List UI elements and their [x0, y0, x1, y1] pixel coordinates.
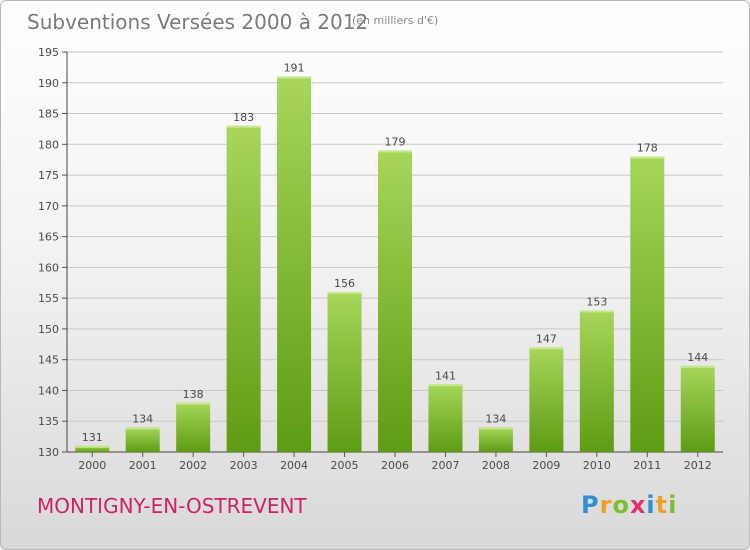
- labels: 131 134 138 183 191 156 179 141 134 147 153 178 144: [82, 62, 709, 444]
- x-tick-label: 2002: [179, 459, 207, 472]
- y-tick-label: 190: [38, 77, 59, 90]
- bar-highlight: [478, 427, 513, 430]
- data-label: 147: [536, 332, 557, 345]
- axes: 130 135 140 145 150 155 160 165 170 175 180 185 190 1…: [38, 46, 723, 472]
- logo-letter: o: [612, 491, 630, 519]
- y-tick-label: 160: [38, 261, 59, 274]
- bar-2005: [327, 292, 362, 452]
- bar-2007: [428, 384, 463, 452]
- bar-highlight: [226, 125, 261, 128]
- data-label: 179: [385, 135, 406, 148]
- bar-2004: [277, 76, 312, 452]
- x-tick-label: 2011: [633, 459, 661, 472]
- bar-highlight: [680, 365, 715, 368]
- bar-highlight: [75, 445, 110, 448]
- bar-highlight: [428, 384, 463, 387]
- y-tick-label: 170: [38, 200, 59, 213]
- y-tick-label: 165: [38, 231, 59, 244]
- data-label: 191: [284, 62, 305, 75]
- bar-2003: [226, 125, 261, 452]
- bar-highlight: [125, 427, 160, 430]
- bars: [75, 76, 715, 452]
- data-label: 138: [183, 388, 204, 401]
- data-label: 156: [334, 277, 355, 290]
- data-label: 141: [435, 369, 456, 382]
- data-label: 134: [132, 412, 153, 425]
- bar-2011: [630, 156, 665, 452]
- logo-letter: t: [655, 491, 669, 519]
- place-name: MONTIGNY-EN-OSTREVENT: [37, 494, 307, 518]
- data-label: 178: [637, 142, 658, 155]
- bar-2012: [680, 365, 715, 452]
- logo-letter: x: [629, 491, 647, 519]
- data-label: 134: [485, 412, 506, 425]
- y-tick-label: 195: [38, 46, 59, 59]
- bar-2008: [478, 427, 513, 452]
- x-tick-label: 2000: [78, 459, 106, 472]
- bar-2000: [75, 445, 110, 452]
- bar-2006: [378, 150, 412, 452]
- bar-highlight: [176, 402, 211, 405]
- data-label: 131: [82, 431, 103, 444]
- x-tick-label: 2006: [381, 459, 409, 472]
- y-tick-label: 145: [38, 354, 59, 367]
- logo-letter: i: [646, 491, 656, 519]
- x-tick-label: 2005: [331, 459, 359, 472]
- bar-2001: [125, 427, 160, 452]
- bar-highlight: [529, 347, 564, 350]
- x-tick-label: 2007: [431, 459, 459, 472]
- bar-highlight: [579, 310, 614, 313]
- logo-letter: i: [668, 491, 678, 519]
- x-tick-label: 2010: [583, 459, 611, 472]
- y-tick-label: 185: [38, 108, 59, 121]
- data-label: 183: [233, 111, 254, 124]
- x-tick-label: 2009: [532, 459, 560, 472]
- x-tick-label: 2003: [230, 459, 258, 472]
- chart-unit: (en milliers d'€): [352, 14, 439, 27]
- bar-2010: [579, 310, 614, 452]
- logo-letter: P: [581, 491, 600, 519]
- y-tick-label: 155: [38, 292, 59, 305]
- chart-title: Subventions Versées 2000 à 2012: [27, 10, 369, 34]
- bar-highlight: [327, 292, 362, 294]
- bar-highlight: [378, 150, 412, 153]
- x-tick-label: 2008: [482, 459, 510, 472]
- bar-2002: [176, 402, 211, 452]
- y-tick-label: 180: [38, 138, 59, 151]
- y-tick-label: 175: [38, 169, 59, 182]
- y-tick-label: 130: [38, 446, 59, 459]
- bar-highlight: [277, 76, 312, 79]
- logo-letter: r: [599, 491, 613, 519]
- data-label: 144: [687, 351, 708, 364]
- x-tick-label: 2001: [129, 459, 157, 472]
- x-tick-label: 2004: [280, 459, 308, 472]
- y-tick-label: 135: [38, 415, 59, 428]
- x-tick-label: 2012: [684, 459, 712, 472]
- y-tick-label: 150: [38, 323, 59, 336]
- y-tick-label: 140: [38, 384, 59, 397]
- bar-highlight: [630, 156, 665, 159]
- bar-2009: [529, 347, 564, 452]
- proxiti-logo[interactable]: Proxiti: [581, 491, 677, 519]
- data-label: 153: [586, 295, 607, 308]
